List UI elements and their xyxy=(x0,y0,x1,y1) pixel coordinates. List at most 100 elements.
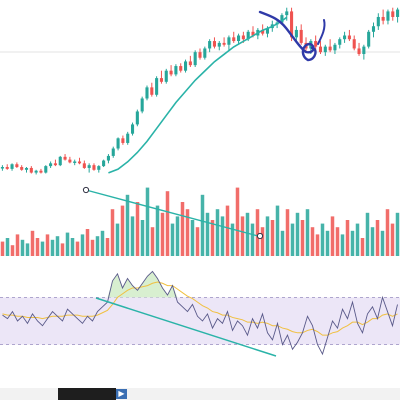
candle-body xyxy=(49,163,53,167)
candle-body xyxy=(198,52,202,58)
volume-bar xyxy=(225,205,230,256)
candle-body xyxy=(217,42,221,47)
candle-body xyxy=(145,87,149,99)
annotations xyxy=(258,10,326,62)
candle-body xyxy=(299,29,303,43)
volume-bar xyxy=(0,241,5,256)
candle-body xyxy=(63,156,67,160)
volume-bar xyxy=(60,243,65,256)
candle-body xyxy=(376,16,380,27)
volume-bar xyxy=(255,209,260,256)
candle-body xyxy=(130,124,135,134)
volume-bar xyxy=(125,194,130,256)
candle-body xyxy=(265,28,270,34)
oscillator-pane xyxy=(0,270,400,357)
candle-body xyxy=(212,41,216,47)
candle-body xyxy=(77,161,82,164)
volume-bar xyxy=(265,216,270,256)
volume-bar xyxy=(100,230,105,256)
overbought-fill xyxy=(107,271,178,298)
volume-bar xyxy=(375,220,380,256)
candle-body xyxy=(82,163,86,168)
volume-bar xyxy=(380,230,385,256)
volume-bar xyxy=(385,209,390,256)
candle-body xyxy=(97,166,101,170)
candle-body xyxy=(188,61,192,66)
candle-body xyxy=(20,167,24,170)
volume-bar xyxy=(135,202,140,256)
volume-bar xyxy=(295,212,300,256)
volume-bar xyxy=(50,239,55,256)
video-thumbnail[interactable] xyxy=(58,388,116,400)
volume-bar xyxy=(390,223,395,256)
hand-drawn-annotation xyxy=(258,10,317,62)
volume-bar xyxy=(275,205,280,256)
candle-body xyxy=(381,16,385,21)
volume-bar xyxy=(55,236,60,256)
volume-bar xyxy=(245,212,250,256)
volume-trendline xyxy=(85,189,259,237)
volume-pane xyxy=(0,186,400,256)
volume-bar xyxy=(195,227,200,256)
candle-body xyxy=(362,46,366,55)
volume-bar xyxy=(235,187,240,256)
candle-body xyxy=(111,148,115,156)
volume-bar xyxy=(290,223,295,256)
candle-body xyxy=(29,167,33,173)
candle-body xyxy=(169,70,173,75)
candle-body xyxy=(174,66,178,75)
candle-body xyxy=(73,161,77,163)
play-icon[interactable]: ▶ xyxy=(116,389,127,399)
volume-bar xyxy=(370,227,375,256)
candle-body xyxy=(251,31,255,36)
volume-bar xyxy=(75,241,80,256)
candle-body xyxy=(333,44,337,51)
candle-body xyxy=(290,11,294,38)
volume-bar xyxy=(25,243,30,256)
candle-body xyxy=(285,11,289,16)
candle-body xyxy=(53,163,57,166)
volume-bar xyxy=(40,241,45,256)
oscillator-band xyxy=(0,297,400,345)
candle-body xyxy=(58,156,62,166)
volume-bar xyxy=(200,194,205,256)
volume-bar xyxy=(190,220,195,256)
candle-body xyxy=(5,167,9,169)
candle-body xyxy=(179,66,183,71)
candle-body xyxy=(318,46,323,53)
candle-body xyxy=(34,170,38,173)
candle-body xyxy=(367,31,371,47)
candle-body xyxy=(87,165,91,168)
candle-body xyxy=(323,46,327,53)
candle-body xyxy=(193,52,197,66)
volume-bar xyxy=(305,209,310,256)
trendline-handle xyxy=(256,232,264,240)
volume-bar xyxy=(205,212,210,256)
candle-body xyxy=(15,164,19,168)
ema-line xyxy=(108,16,288,174)
volume-bar xyxy=(355,223,360,256)
volume-bar xyxy=(185,209,190,256)
candle-body xyxy=(155,78,159,95)
volume-bar xyxy=(80,234,85,256)
candle-body xyxy=(44,166,48,173)
candle-body xyxy=(237,35,241,42)
volume-bar xyxy=(230,223,235,256)
candle-body xyxy=(294,29,298,38)
candle-body xyxy=(352,39,356,49)
volume-bar xyxy=(30,230,35,256)
candle-body xyxy=(159,78,163,82)
volume-bar xyxy=(215,209,220,256)
candle-body xyxy=(184,61,188,71)
volume-bar xyxy=(120,205,125,256)
volume-bar xyxy=(150,227,155,256)
volume-bar xyxy=(270,220,275,256)
volume-bar xyxy=(365,212,370,256)
candle-body xyxy=(314,41,318,47)
candle-body xyxy=(102,160,106,167)
oscillator-trendline xyxy=(95,297,277,357)
volume-bar xyxy=(155,205,160,256)
candle-body xyxy=(386,11,390,21)
hand-drawn-annotation xyxy=(317,19,326,45)
